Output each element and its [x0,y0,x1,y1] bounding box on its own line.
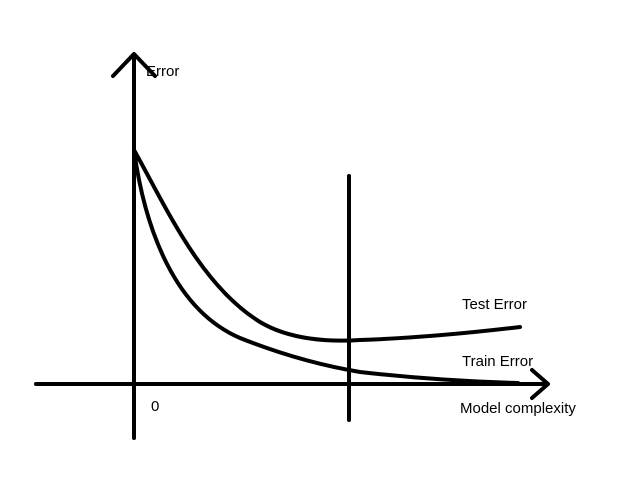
train-error-label: Train Error [462,353,533,370]
x-axis-label: Model complexity [460,400,576,417]
y-axis-arrowhead [111,52,157,78]
test-error-curve [132,148,522,343]
y-axis-label: Error [146,63,179,80]
train-error-curve [132,148,520,385]
origin-label: 0 [151,398,159,415]
test-error-label: Test Error [462,296,527,313]
x-axis-arrowhead [530,368,550,400]
